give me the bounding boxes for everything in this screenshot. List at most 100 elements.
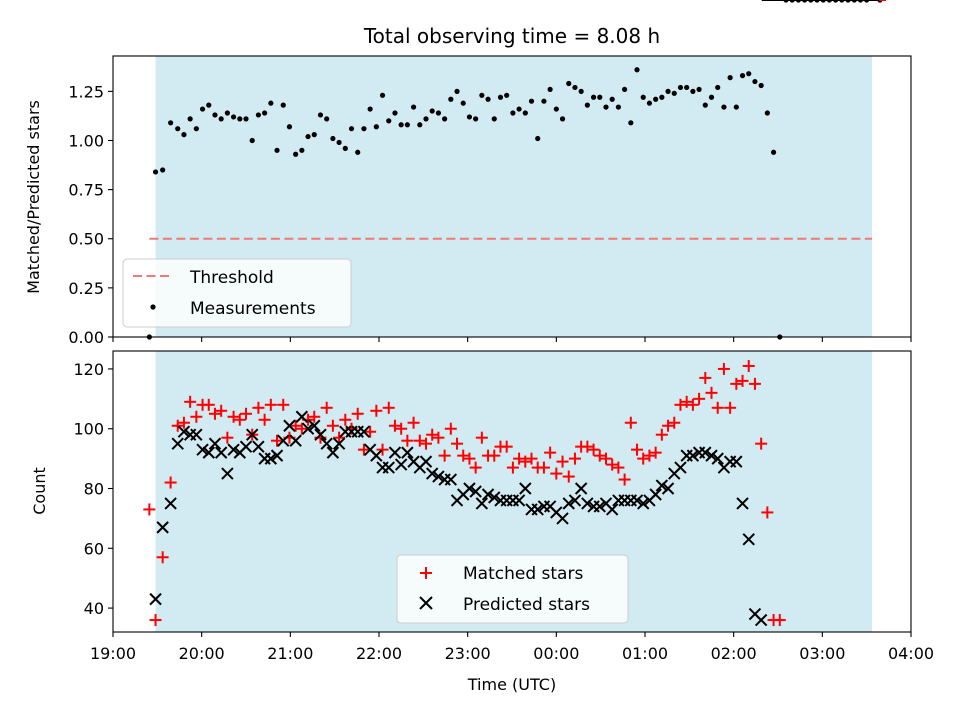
predicted-star-point [488,491,501,504]
top-y-tick-label: 0.00 [68,328,104,347]
measurement-point [342,145,348,151]
measurement-point [305,133,311,140]
matched-star-point [649,446,662,459]
predicted-star-point [149,592,162,606]
x-tick-label: 03:00 [799,644,845,663]
matched-star-point [568,452,581,465]
predicted-star-point [156,521,169,534]
measurement-point [653,96,659,102]
measurement-point [721,104,727,110]
predicted-star-point [308,419,321,432]
matched-star-point [407,416,420,429]
measurement-point [622,86,628,93]
predicted-star-point [177,425,191,438]
predicted-star-point [295,410,309,423]
matched-star-point [674,398,687,411]
measurement-point [293,151,299,157]
x-tick-label: 21:00 [267,644,313,663]
predicted-star-point [463,482,476,495]
measurement-point [597,94,603,100]
measurement-point [497,94,504,100]
measurement-point [355,149,361,155]
matched-star-point [506,461,519,474]
matched-star-point [773,614,786,627]
measurement-point [193,126,199,132]
matched-star-point [438,449,451,462]
matched-star-point [339,413,352,426]
predicted-star-point [221,467,234,480]
measurement-point [181,132,187,138]
predicted-star-point [388,446,402,459]
measurement-point [187,116,193,122]
measurement-point [770,149,777,155]
measurement-point [348,126,355,132]
matched-star-point [724,401,737,414]
measurement-point [727,75,733,81]
measurement-point [746,71,752,77]
matched-star-point [221,431,234,444]
predicted-star-point [705,449,718,462]
measurement-point [175,126,181,132]
measurement-point [603,104,609,110]
measurement-point [733,104,739,110]
matched-star-point [432,431,445,444]
measurement-point [286,124,293,130]
predicted-star-point [562,497,575,510]
predicted-star-point [289,434,302,447]
predicted-star-point [593,500,606,513]
matched-star-point [556,455,569,468]
chart-title: Total observing time = 8.08 h [363,24,660,48]
matched-star-point [382,401,395,414]
matched-star-point [149,614,162,627]
measurement-point [479,92,485,98]
measurement-point [249,137,255,144]
predicted-star-point [277,434,290,447]
predicted-star-point [568,494,582,507]
matched-star-point [156,551,169,564]
measurement-point [528,98,535,104]
matched-star-point [686,398,699,411]
matched-star-point [612,461,625,474]
measurement-point [510,110,516,116]
measurements-series [146,0,883,340]
measurement-point [324,116,330,122]
legend-matched-swatch [420,567,432,579]
measurement-point [634,67,640,73]
matched-star-point [631,443,644,456]
measurement-point [466,114,473,120]
bottom-legend-box [396,554,629,624]
predicted-star-point [655,479,669,492]
matched-star-point [451,437,464,450]
matched-star-point [488,449,501,462]
bottom-y-tick-label: 80 [84,480,104,499]
bottom-x-ticks: 19:00 20:00 21:00 22:00 23:00 00:00 01:00 02:00… [90,632,934,663]
measurement-point [299,147,305,153]
measurement-point [590,94,597,100]
measurement-point [230,114,237,120]
measurement-point [671,90,677,96]
top-x-ticks [112,337,912,342]
measurement-point [584,102,590,108]
predicted-star-point [556,512,569,525]
measurement-point [392,110,398,116]
measurement-point [212,112,218,118]
predicted-star-point [649,488,662,501]
measurement-point [255,112,262,118]
predicted-star-point [630,494,644,507]
predicted-star-point [171,437,184,450]
measurement-point [398,122,404,128]
x-tick-label: 23:00 [445,644,491,663]
matched-star-point [233,413,246,426]
predicted-star-point [419,455,433,468]
measurement-point [628,120,634,126]
measurement-point [553,106,559,112]
measurement-point [152,169,159,175]
matched-star-point [190,410,203,423]
measurement-point [330,135,336,142]
matched-star-point [413,434,426,447]
measurement-point [280,102,286,108]
measurement-point [696,86,702,93]
predicted-star-point [264,452,278,465]
matched-star-point [717,362,730,375]
legend-measurements-label: Measurements [190,299,316,319]
